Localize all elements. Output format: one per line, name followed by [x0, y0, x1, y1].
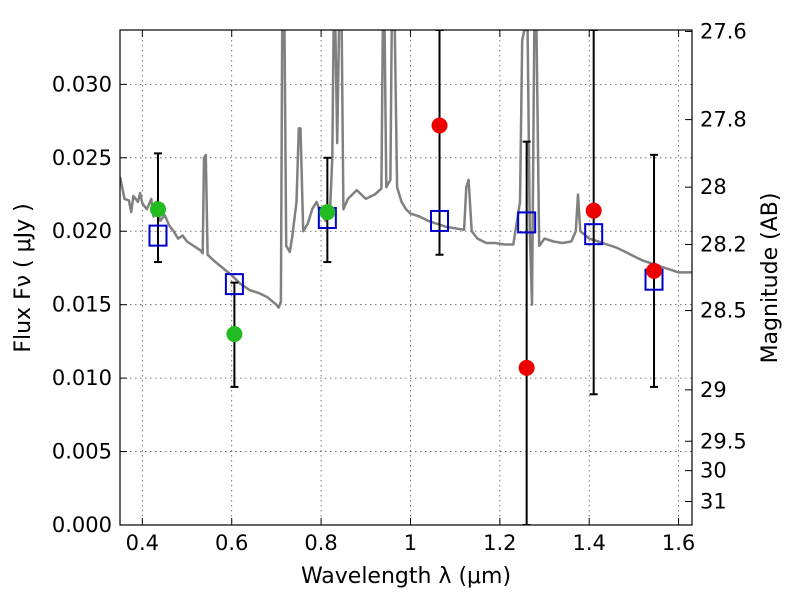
x-tick-label: 0.8 [304, 531, 337, 555]
y2-tick-label: 30 [700, 459, 727, 483]
grid [120, 30, 692, 525]
y2-tick-label: 28 [700, 175, 727, 199]
model-spectrum [120, 30, 692, 309]
tick-labels: 0.4 0.6 0.8 1 1.2 1.4 1.6 0.000 0.005 0.010 0.015 0… [52, 19, 747, 555]
green-point [319, 204, 336, 221]
x-tick-label: 0.4 [126, 531, 159, 555]
x-axis-title: Wavelength λ (μm) [301, 564, 511, 589]
y2-tick-label: 29 [700, 378, 727, 402]
red-point [518, 359, 535, 376]
green-point [149, 201, 166, 218]
model-square [224, 273, 244, 296]
y-tick-label: 0.005 [52, 440, 112, 464]
y2-tick-label: 28.5 [700, 299, 747, 323]
x-tick-label: 1 [404, 531, 417, 555]
model-square [517, 211, 537, 234]
y2-tick-label: 27.8 [700, 108, 747, 132]
y2-tick-label: 27.6 [700, 19, 747, 43]
spectrum-line [120, 30, 692, 309]
plot-background [120, 30, 692, 525]
y-axis-title: Flux Fν ( μJy ) [11, 203, 36, 352]
red-point [585, 202, 602, 219]
x-tick-label: 1.6 [662, 531, 695, 555]
y-tick-label: 0.030 [52, 72, 112, 96]
y2-axis-title: Magnitude (AB) [758, 193, 783, 364]
red-point [431, 117, 448, 134]
y2-tick-label: 31 [700, 489, 727, 513]
x-tick-label: 1.4 [573, 531, 606, 555]
model-square [430, 209, 450, 232]
axis-ticks [120, 30, 692, 526]
y2-tick-label: 29.5 [700, 429, 747, 453]
y-tick-label: 0.000 [52, 513, 112, 537]
y-tick-label: 0.025 [52, 146, 112, 170]
y2-tick-label: 28.2 [700, 232, 747, 256]
model-square [148, 224, 168, 247]
red-point [646, 262, 663, 279]
model-square [584, 223, 604, 246]
plot-frame [119, 29, 693, 526]
x-tick-label: 1.2 [483, 531, 516, 555]
x-tick-label: 0.6 [215, 531, 248, 555]
y-tick-label: 0.020 [52, 219, 112, 243]
y-tick-label: 0.015 [52, 293, 112, 317]
green-point [226, 326, 243, 343]
y-tick-label: 0.010 [52, 366, 112, 390]
photometry-points [149, 117, 663, 376]
